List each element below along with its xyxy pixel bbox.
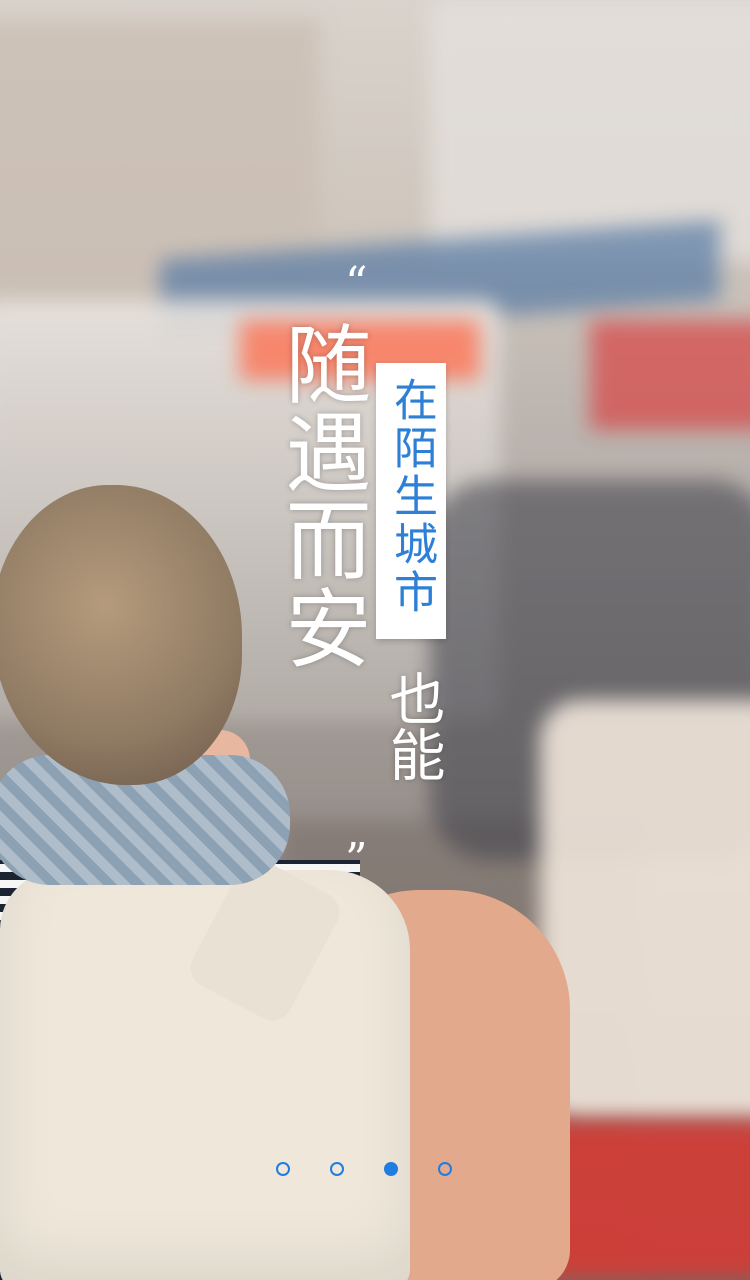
subtitle-card: 在陌生城市 — [376, 363, 446, 639]
person-hair — [0, 485, 242, 785]
page-indicator — [276, 1162, 476, 1182]
tail-text: 也能 — [380, 670, 445, 782]
foreground-person — [0, 470, 580, 1280]
page-dot-3-active[interactable] — [384, 1162, 398, 1176]
subtitle-text: 在陌生城市 — [386, 377, 437, 617]
headline-text: 随遇而安 — [270, 320, 370, 672]
shop-sign — [590, 320, 750, 430]
close-quote-mark: ” — [345, 834, 368, 885]
open-quote-mark: “ — [345, 258, 368, 309]
background-building-right — [430, 0, 750, 260]
page-dot-4[interactable] — [438, 1162, 452, 1176]
page-dot-2[interactable] — [330, 1162, 344, 1176]
pedestrian-jacket — [540, 700, 750, 1120]
page-dot-1[interactable] — [276, 1162, 290, 1176]
